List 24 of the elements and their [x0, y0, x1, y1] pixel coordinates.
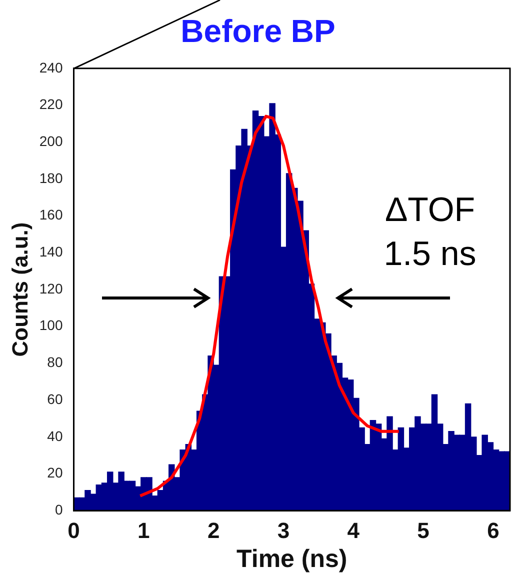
y-tick-label: 240	[39, 59, 63, 76]
y-tick-label: 160	[39, 206, 63, 223]
y-tick-label: 140	[39, 244, 63, 260]
y-tick-label: 180	[39, 170, 63, 186]
x-tick-label: 2	[207, 518, 220, 543]
y-tick-label: 80	[47, 354, 63, 370]
x-tick-label: 1	[138, 518, 150, 543]
y-tick-label: 0	[54, 501, 63, 518]
y-tick-label: 200	[39, 132, 63, 149]
chart-title: Before BP	[180, 13, 336, 50]
annotation: ΔTOF 1.5 ns	[382, 190, 478, 275]
y-tick-label: 40	[47, 428, 63, 444]
x-tick-label: 5	[417, 518, 430, 543]
x-tick-label: 0	[68, 518, 80, 543]
y-tick-label: 220	[39, 96, 63, 112]
x-tick-label: 3	[277, 518, 290, 543]
y-tick-label: 120	[39, 280, 63, 296]
y-tick-label: 100	[39, 317, 63, 334]
x-tick-label: 6	[487, 518, 500, 543]
x-axis-title: Time (ns)	[236, 544, 348, 573]
y-tick-label: 20	[47, 464, 63, 481]
x-tick-label: 4	[347, 518, 360, 543]
y-tick-label: 60	[47, 390, 63, 407]
y-axis-title: Counts (a.u.)	[7, 222, 32, 357]
